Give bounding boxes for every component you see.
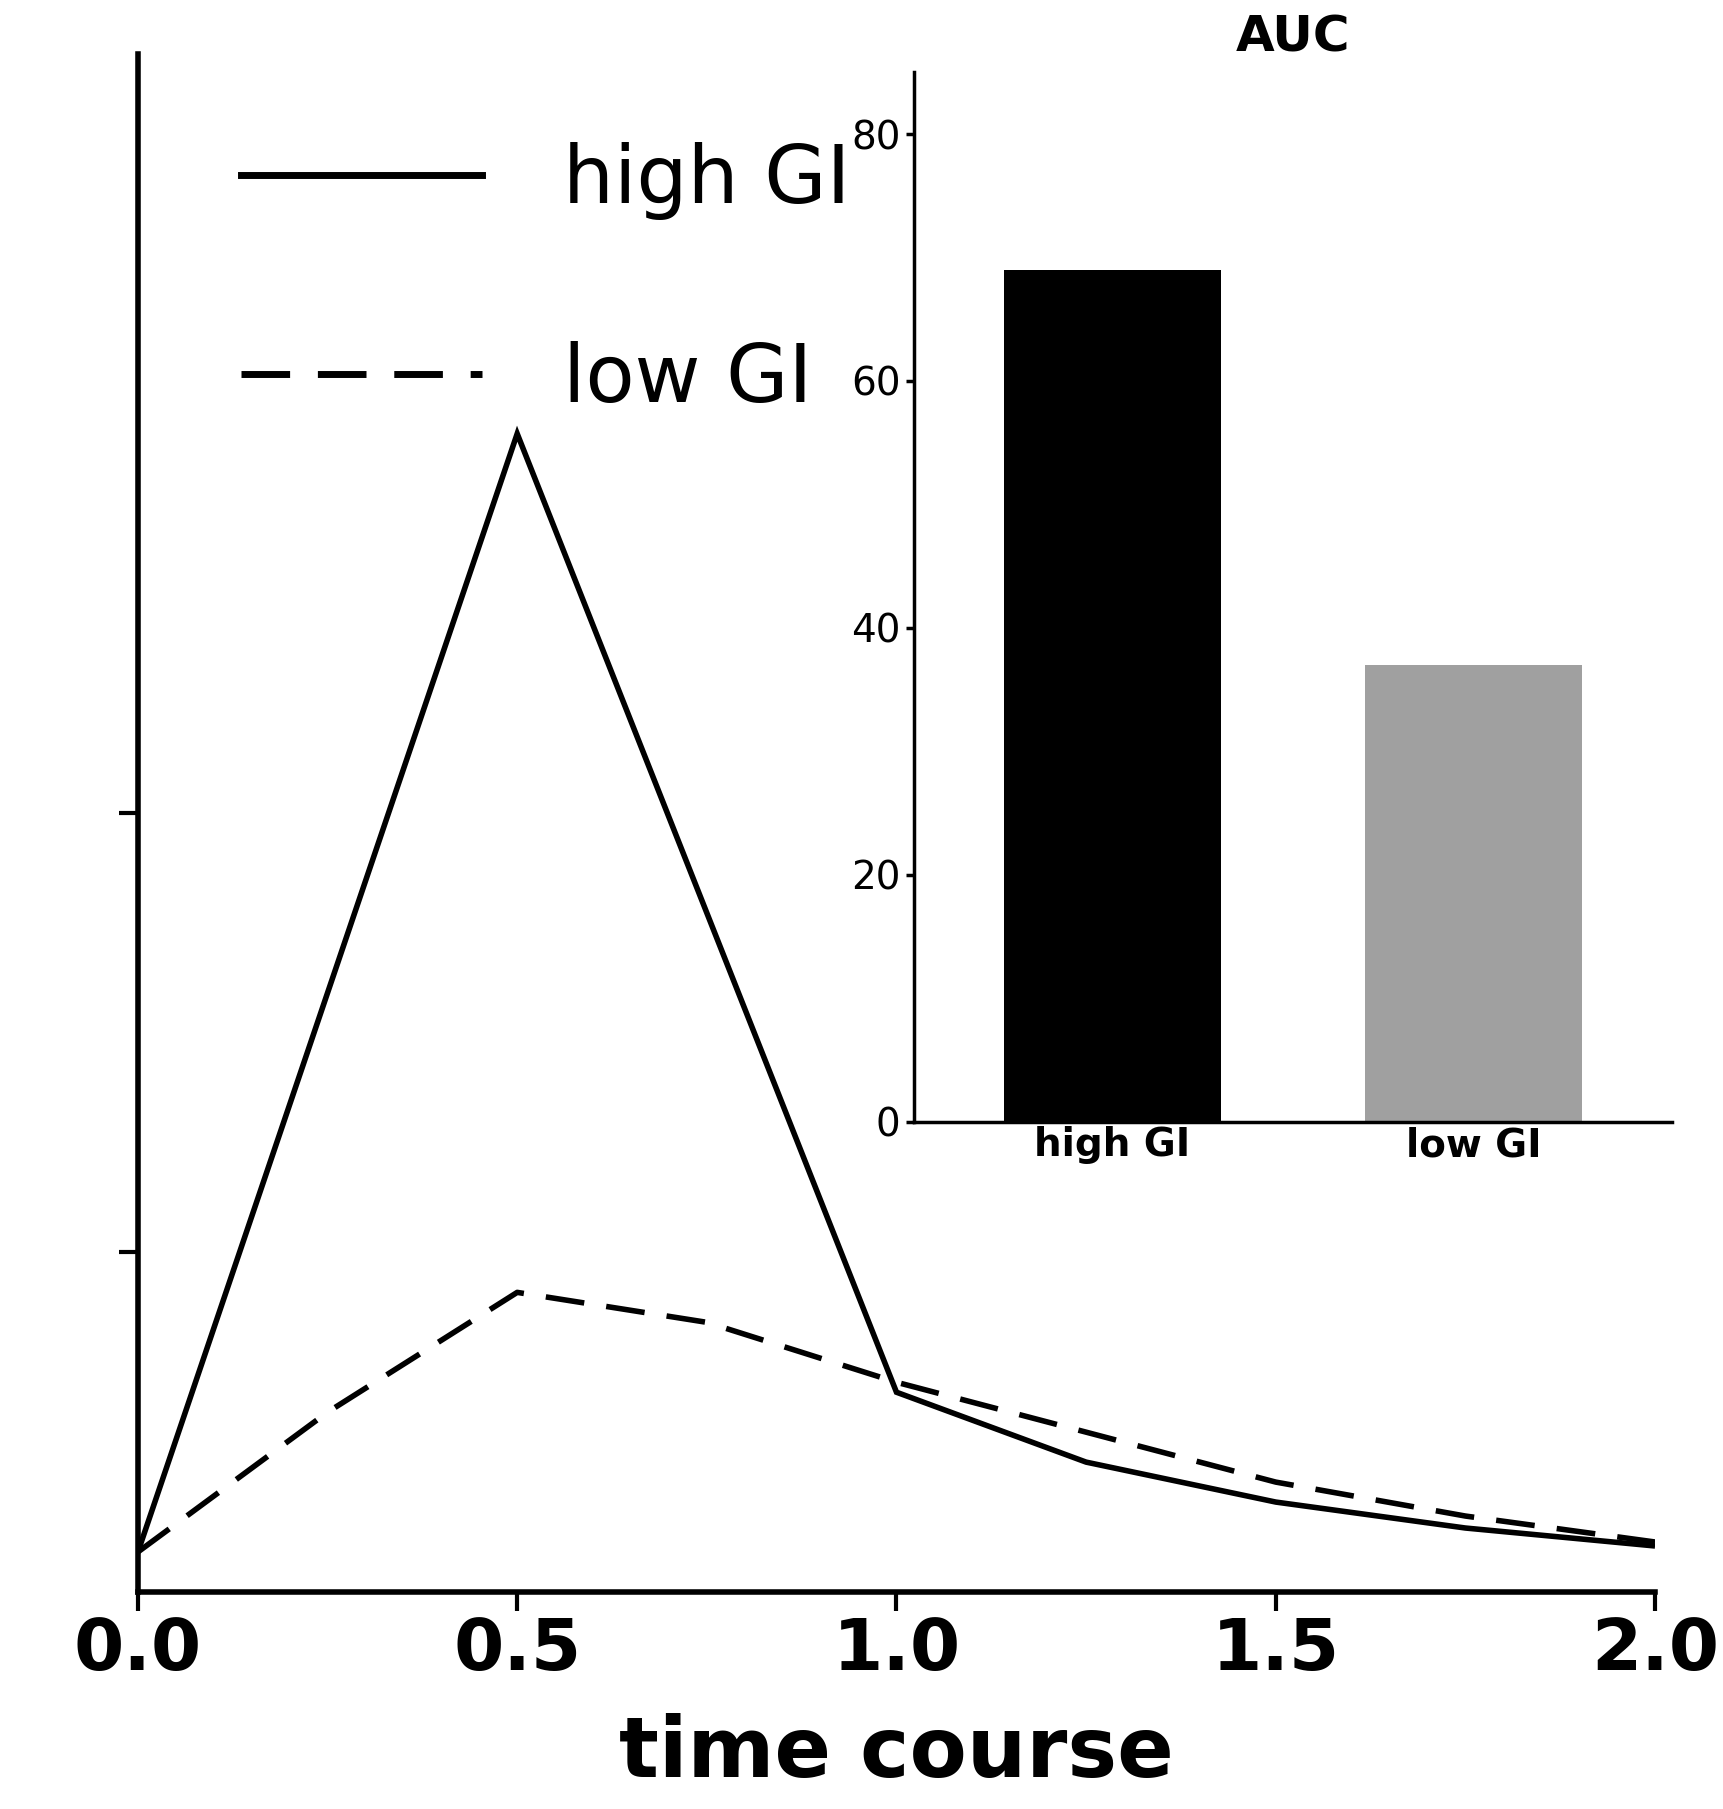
high GI bbox=[507, 423, 527, 445]
high GI bbox=[128, 1541, 148, 1563]
low GI bbox=[1454, 1505, 1475, 1527]
Line: low GI: low GI bbox=[138, 1292, 1654, 1552]
low GI bbox=[507, 1281, 527, 1302]
Legend: high GI, low GI: high GI, low GI bbox=[208, 110, 882, 450]
high GI bbox=[1265, 1491, 1285, 1512]
Line: high GI: high GI bbox=[138, 434, 1654, 1552]
low GI bbox=[886, 1371, 906, 1393]
low GI bbox=[1644, 1530, 1664, 1552]
high GI bbox=[1644, 1536, 1664, 1558]
high GI bbox=[1454, 1518, 1475, 1539]
low GI bbox=[1265, 1471, 1285, 1492]
low GI bbox=[1075, 1422, 1096, 1444]
X-axis label: time course: time course bbox=[619, 1713, 1173, 1795]
low GI bbox=[317, 1402, 338, 1424]
low GI bbox=[128, 1541, 148, 1563]
low GI bbox=[696, 1312, 717, 1333]
Title: AUC: AUC bbox=[1235, 13, 1349, 62]
high GI bbox=[1075, 1451, 1096, 1473]
Bar bbox=[1003, 270, 1220, 1122]
high GI bbox=[886, 1382, 906, 1404]
Bar bbox=[1365, 666, 1582, 1122]
